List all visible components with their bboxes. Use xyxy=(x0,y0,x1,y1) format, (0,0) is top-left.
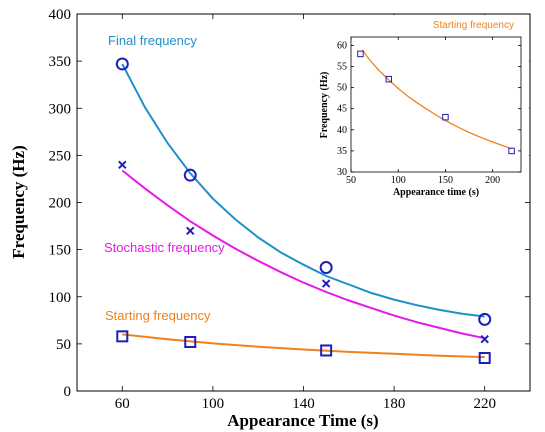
inset-x-axis-label: Appearance time (s) xyxy=(393,187,479,198)
inset-data-point-square xyxy=(442,113,449,121)
main-x-tick-label: 180 xyxy=(383,396,406,412)
inset-plot-frame xyxy=(350,36,522,173)
main-x-tick-label: 100 xyxy=(202,396,225,412)
main-series-line-0 xyxy=(121,63,485,318)
inset-x-tick-label: 100 xyxy=(391,175,406,186)
inset-x-tick-label: 150 xyxy=(438,175,453,186)
main-y-tick-label: 150 xyxy=(49,243,72,259)
main-series-line-2 xyxy=(122,333,485,359)
inset-markers xyxy=(357,50,515,155)
inset-x-tick-label: 200 xyxy=(485,175,500,186)
main-data-point-x xyxy=(186,226,195,235)
inset-y-tick-label: 30 xyxy=(337,167,347,178)
main-plot: 60 100 140 180 220 0 50 100 150 200 250 300 350 400 F… xyxy=(9,7,531,430)
inset-y-tick-label: 50 xyxy=(337,83,347,94)
main-x-tick-label: 60 xyxy=(115,396,130,412)
main-data-point-circle xyxy=(115,57,129,71)
series-label-starting: Starting frequency xyxy=(105,308,211,323)
main-y-tick-label: 300 xyxy=(49,101,72,117)
series-label-final: Final frequency xyxy=(108,33,197,48)
main-y-tick-label: 400 xyxy=(49,7,72,23)
series-label-stochastic: Stochastic frequency xyxy=(104,240,225,255)
main-data-point-square xyxy=(478,352,491,365)
inset-y-tick-label: 55 xyxy=(337,62,347,73)
main-data-point-x xyxy=(118,160,127,170)
inset-data-point-square xyxy=(508,147,515,155)
main-x-tick-label: 220 xyxy=(473,396,496,412)
main-ticks: 60 100 140 180 220 0 50 100 150 200 250 300 350 400 xyxy=(49,7,530,412)
inset-y-axis-label: Frequency (Hz) xyxy=(319,72,330,139)
main-y-tick-label: 100 xyxy=(49,290,72,306)
y-axis-label: Frequency (Hz) xyxy=(9,145,28,258)
main-y-tick-label: 350 xyxy=(49,54,72,70)
inset-y-tick-label: 40 xyxy=(337,125,347,136)
inset-data-point-square xyxy=(385,75,393,83)
inset-y-tick-label: 45 xyxy=(337,104,347,115)
main-data-point-square xyxy=(320,344,333,357)
inset-ticks: 50 100 150 200 30 35 40 45 50 55 60 xyxy=(337,37,521,186)
main-data-point-square xyxy=(184,335,197,348)
main-data-point-circle xyxy=(319,261,333,275)
main-y-tick-label: 50 xyxy=(56,337,71,353)
main-markers xyxy=(115,57,492,365)
main-data-point-x xyxy=(480,334,489,344)
inset-title: Starting frequency xyxy=(433,20,514,31)
main-data-point-circle xyxy=(183,168,197,182)
main-data-point-x xyxy=(321,279,331,288)
main-y-tick-label: 0 xyxy=(64,384,72,400)
x-axis-label: Appearance Time (s) xyxy=(227,411,378,430)
inset-y-tick-label: 60 xyxy=(337,40,347,51)
inset-plot: 50 100 150 200 30 35 40 45 50 55 60 Starting frequ… xyxy=(312,15,529,201)
inset-x-tick-label: 50 xyxy=(346,175,356,186)
main-y-tick-label: 250 xyxy=(49,148,72,164)
main-series-line-1 xyxy=(121,169,485,340)
inset-data-point-square xyxy=(357,50,364,58)
main-data-point-square xyxy=(116,330,129,343)
main-data-point-circle xyxy=(478,312,492,326)
main-x-tick-label: 140 xyxy=(292,396,315,412)
main-y-tick-label: 200 xyxy=(49,196,72,212)
main-curves xyxy=(121,63,485,359)
inset-y-tick-label: 35 xyxy=(337,146,347,157)
